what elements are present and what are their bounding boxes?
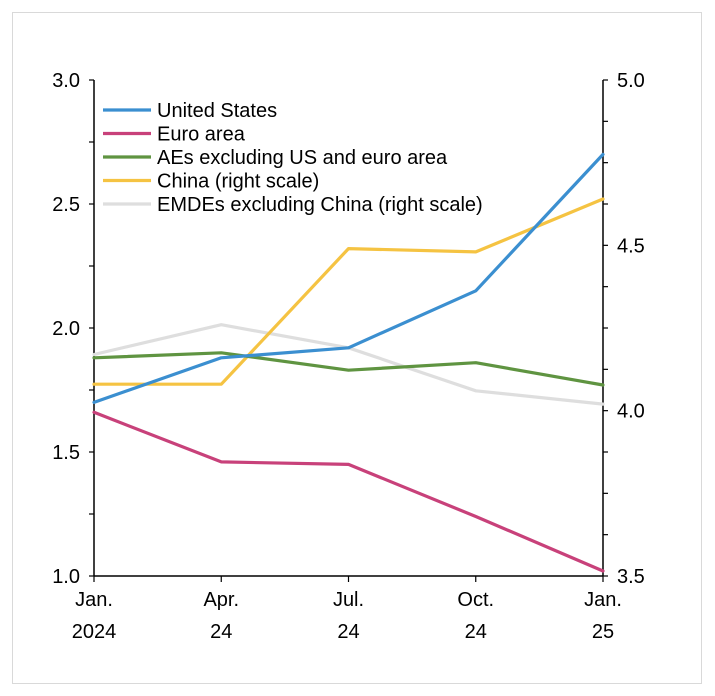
legend-label: AEs excluding US and euro area [157, 147, 448, 169]
right-tick-label: 5.0 [617, 70, 645, 92]
right-tick-label: 4.0 [617, 401, 645, 423]
x-tick-label-year: 25 [592, 621, 614, 643]
x-tick-label-year: 24 [465, 621, 487, 643]
left-tick-label: 1.0 [52, 566, 80, 588]
legend-label: China (right scale) [157, 171, 319, 193]
left-tick-label: 1.5 [52, 442, 80, 464]
x-tick-label-year: 24 [210, 621, 232, 643]
legend-label: United States [157, 100, 277, 122]
series-line-euro-area [92, 410, 605, 573]
right-tick-label: 3.5 [617, 566, 645, 588]
x-tick-label-month: Oct. [457, 589, 494, 611]
x-tick-label-month: Jan. [75, 589, 113, 611]
series-line-aes-excluding-us-and-euro-area [92, 351, 605, 387]
series-line-emdes-excluding-china-right-scale [92, 323, 605, 406]
legend-label: Euro area [157, 124, 246, 146]
right-tick-label: 4.5 [617, 235, 645, 257]
series-line-united-states [92, 152, 605, 404]
x-tick-label-month: Jan. [584, 589, 622, 611]
series-line-china-right-scale [92, 197, 605, 386]
left-tick-label: 2.5 [52, 194, 80, 216]
legend-label: EMDEs excluding China (right scale) [157, 194, 483, 216]
x-tick-label-month: Apr. [203, 589, 239, 611]
x-tick-label-year: 2024 [72, 621, 117, 643]
left-tick-label: 3.0 [52, 70, 80, 92]
x-tick-label-year: 24 [337, 621, 359, 643]
x-tick-label-month: Jul. [333, 589, 364, 611]
left-tick-label: 2.0 [52, 318, 80, 340]
